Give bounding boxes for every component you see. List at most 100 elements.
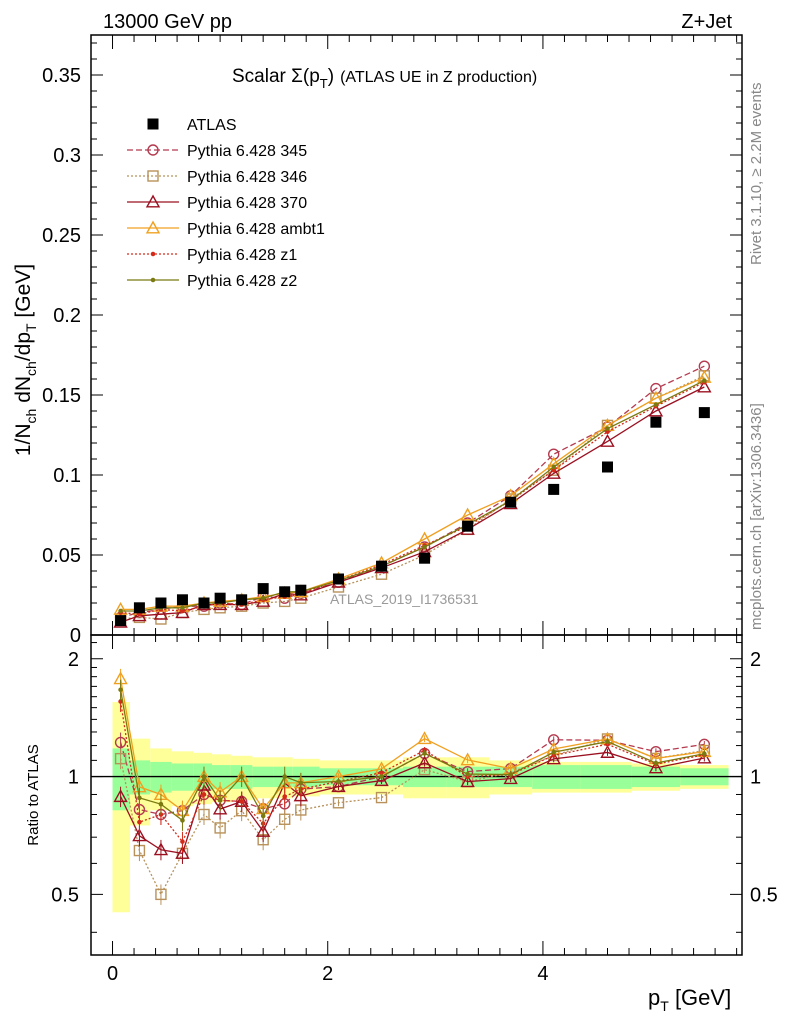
ratio-point [158, 801, 164, 807]
main-y-axis-label: 1/Nch dNch/dpT [GeV] [12, 264, 39, 456]
series-line [120, 386, 705, 623]
ratio-point [175, 845, 190, 859]
data-point [462, 520, 474, 532]
legend-label: Pythia 6.428 z1 [187, 247, 297, 264]
data-point [133, 602, 145, 614]
chart-title: Scalar Σ(pT) (ATLAS UE in Z production) [232, 66, 537, 91]
legend-label: Pythia 6.428 370 [187, 195, 307, 212]
ratio-point [114, 752, 127, 765]
ratio-point [546, 751, 561, 765]
data-point [698, 407, 710, 419]
y-tick-label: 0.1 [53, 465, 81, 487]
series-point [551, 464, 556, 470]
legend-entry-data: ATLAS [147, 117, 237, 134]
ratio-point [214, 822, 226, 834]
legend-entry-2: Pythia 6.428 370 [127, 194, 307, 212]
ratio-point [332, 797, 345, 809]
ratio-point [298, 780, 304, 786]
ratio-point [293, 788, 309, 802]
ratio-point [180, 839, 185, 844]
legend-marker [150, 277, 156, 283]
svg-text:Scalar Σ(pT)(ATLAS UE in Z pro: Scalar Σ(pT) (ATLAS UE in Z production) [232, 66, 537, 91]
data-point [548, 483, 560, 495]
y-tick-label: 0.25 [42, 225, 81, 247]
ratio-tick-label: 2 [68, 649, 79, 671]
svg-text:1/Nch dNch/dpT [GeV]: 1/Nch dNch/dpT [GeV] [12, 264, 39, 456]
ratio-point [118, 687, 123, 693]
ratio-point [508, 772, 513, 777]
y-tick-label: 0.05 [42, 545, 81, 567]
ratio-point [465, 771, 470, 777]
ratio-point [417, 755, 432, 769]
series-0 [114, 360, 711, 624]
ratio-point [702, 751, 707, 757]
ratio-point [417, 731, 432, 745]
ratio-tick-label: 1 [68, 767, 79, 789]
legend-label: Pythia 6.428 ambt1 [187, 221, 325, 238]
ratio-point [551, 749, 556, 755]
series-point [175, 605, 190, 619]
ratio-panel [91, 668, 742, 913]
data-point [115, 615, 127, 627]
series-point [260, 595, 266, 601]
header-energy: 13000 GeV pp [103, 11, 232, 33]
data-point [376, 560, 388, 572]
ratio-point [212, 801, 228, 815]
series-1 [114, 370, 711, 625]
series-point [153, 606, 169, 620]
ratio-point [278, 813, 291, 825]
data-point [176, 594, 188, 606]
x-axis-label: pT [GeV] [648, 985, 731, 1014]
ratio-frame [90, 634, 743, 956]
legend: ATLAS Pythia 6.428 345 Pythia 6.428 346 Pyt… [127, 117, 325, 290]
data-point [198, 597, 210, 609]
rivet-version-label: Rivet 3.1.10, ≥ 2.2M events [748, 83, 765, 266]
series-5 [118, 378, 707, 614]
data-point [155, 597, 167, 609]
ratio-tick-label-right: 1 [750, 767, 761, 789]
ratio-point [201, 792, 207, 797]
ratio-point [239, 799, 244, 804]
series-point [697, 379, 712, 393]
legend-entry-5: Pythia 6.428 z2 [127, 273, 297, 290]
series-point [600, 433, 615, 447]
ratio-point [114, 736, 127, 749]
series-line [120, 375, 705, 620]
ratio-point [201, 774, 207, 779]
main-panel [113, 360, 712, 628]
ratio-point [137, 819, 142, 825]
ratio-point [697, 750, 712, 764]
legend-label: Pythia 6.428 346 [187, 169, 307, 186]
series-line [120, 365, 705, 619]
ratio-point [653, 760, 659, 766]
ratio-point [331, 779, 346, 793]
ratio-point [379, 774, 384, 779]
data-point [601, 461, 613, 473]
ratio-uncertainty-bands [112, 702, 729, 913]
ratio-point [547, 734, 560, 746]
ratio-point [648, 760, 664, 774]
y-tick-label: 0.15 [42, 385, 81, 407]
series-line [120, 380, 705, 612]
analysis-watermark: ATLAS_2019_I1736531 [330, 591, 479, 607]
ratio-point [422, 751, 427, 756]
legend-marker [145, 220, 161, 234]
ratio-series-5 [118, 679, 707, 831]
legend-entry-4: Pythia 6.428 z1 [127, 247, 297, 264]
series-4 [118, 379, 707, 617]
data-point [295, 584, 307, 596]
ratio-tick-label-right: 2 [750, 649, 761, 671]
x-tick-label: 0 [107, 963, 118, 985]
series-point [653, 402, 659, 407]
ratio-point [374, 773, 389, 787]
legend-marker [147, 144, 159, 156]
ratio-y-axis-label: Ratio to ATLAS [25, 744, 42, 845]
ratio-point [336, 779, 341, 784]
data-point [332, 573, 344, 585]
series-point [605, 426, 610, 431]
ratio-tick-label-right: 0.5 [750, 884, 778, 906]
series-point [702, 378, 707, 383]
series-point [132, 608, 147, 622]
ratio-point [460, 752, 475, 766]
legend-marker [147, 118, 159, 130]
